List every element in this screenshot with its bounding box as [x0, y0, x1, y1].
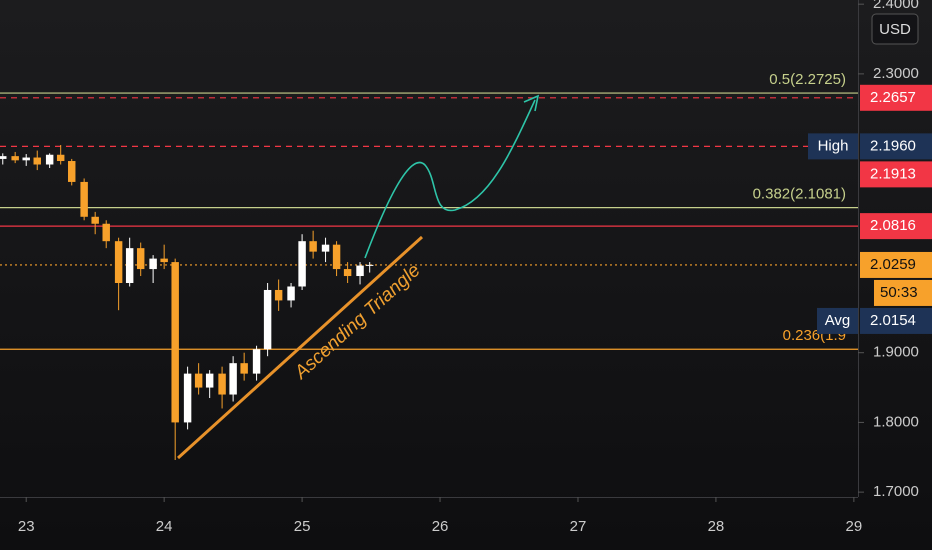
candle-body	[11, 156, 19, 161]
candle-body	[183, 373, 192, 423]
level-label: 0.5(2.2725)	[769, 71, 846, 88]
y-tick-label: 1.8000	[873, 413, 919, 430]
candle-body	[80, 181, 88, 217]
candle-body	[125, 248, 134, 284]
price-label: 2.0816	[870, 217, 916, 234]
price-label: 2.1913	[870, 165, 916, 182]
countdown: 50:33	[880, 284, 918, 301]
projection-arrow[interactable]	[364, 99, 536, 259]
candle-body	[252, 349, 261, 374]
candle-body	[160, 258, 168, 263]
price-label-name-box	[817, 307, 858, 334]
x-tick-label: 25	[294, 518, 311, 535]
x-tick-label: 27	[570, 518, 587, 535]
y-tick-label: 2.4000	[873, 0, 919, 12]
y-tick-label: 1.7000	[873, 483, 919, 500]
candle-body	[45, 154, 54, 165]
candle-body	[356, 265, 364, 277]
level-label: 0.382(2.1081)	[753, 186, 846, 203]
candle-body	[194, 373, 203, 388]
price-label: 2.1960	[870, 137, 916, 154]
candle-body	[287, 286, 295, 301]
price-label-box	[860, 307, 932, 334]
countdown-box	[874, 279, 932, 306]
candle-body	[22, 157, 30, 161]
x-tick-label: 26	[432, 518, 449, 535]
candle-body	[114, 241, 123, 284]
price-label: 2.0259	[870, 256, 916, 273]
candle-body	[68, 161, 76, 182]
y-tick-label: 2.3000	[873, 65, 919, 82]
trend-line[interactable]	[176, 235, 424, 460]
price-label: 2.2657	[870, 89, 916, 106]
price-label-box	[860, 251, 932, 278]
candle-body	[171, 262, 179, 423]
price-label-box	[860, 213, 932, 240]
price-label-box	[860, 133, 932, 160]
currency: USD	[879, 21, 911, 38]
price-label-box	[860, 161, 932, 188]
candle-body	[321, 244, 330, 252]
candle-body	[263, 289, 272, 350]
candle-body	[91, 216, 99, 224]
candle-body	[298, 241, 306, 287]
candle-body	[218, 373, 226, 395]
price-label-name: High	[818, 137, 849, 154]
x-tick-label: 28	[708, 518, 725, 535]
currency-box[interactable]	[871, 13, 919, 45]
arrow-head	[523, 94, 540, 112]
x-tick-label: 29	[846, 518, 863, 535]
price-label-name: Avg	[825, 312, 851, 329]
candle-body	[274, 289, 283, 301]
candle-body	[332, 244, 341, 270]
candle-body	[56, 154, 65, 162]
candle-body	[0, 156, 7, 159]
candle-body	[343, 269, 352, 277]
candle-body	[240, 363, 248, 374]
candle-body	[309, 241, 317, 252]
candle-body	[149, 258, 157, 270]
candle-body	[102, 223, 110, 242]
y-tick-label: 1.9000	[873, 344, 919, 361]
candle-body	[365, 264, 374, 266]
candle-body	[33, 157, 41, 165]
candle-body	[136, 248, 145, 270]
price-label-name-box	[808, 133, 858, 160]
x-tick-label: 23	[18, 518, 35, 535]
candle-body	[205, 373, 214, 388]
price-label: 2.0154	[870, 312, 916, 329]
price-label-box	[860, 84, 932, 111]
candle-body	[229, 363, 237, 395]
x-tick-label: 24	[156, 518, 173, 535]
